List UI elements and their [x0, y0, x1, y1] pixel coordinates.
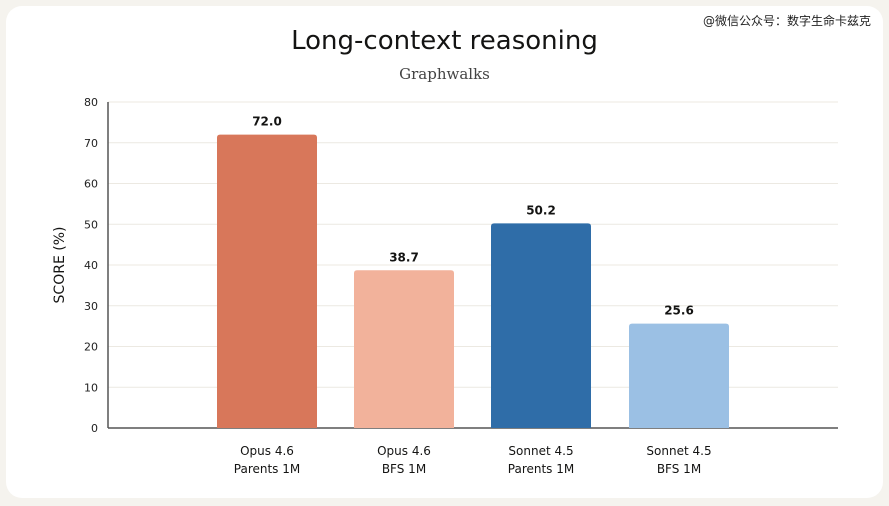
bar [491, 223, 591, 428]
y-tick-label: 50 [84, 218, 98, 231]
chart-title: Long-context reasoning [291, 26, 598, 56]
x-tick-label: BFS 1M [382, 462, 426, 476]
x-tick-label: Sonnet 4.5 [646, 444, 711, 458]
y-tick-label: 70 [84, 137, 98, 150]
y-tick-label: 80 [84, 96, 98, 109]
chart-subtitle: Graphwalks [399, 65, 490, 83]
y-tick-label: 20 [84, 341, 98, 354]
x-tick-label: Opus 4.6 [377, 444, 431, 458]
y-tick-label: 0 [91, 422, 98, 435]
y-tick-label: 40 [84, 259, 98, 272]
x-tick-label: Opus 4.6 [240, 444, 294, 458]
y-tick-label: 10 [84, 381, 98, 394]
x-tick-label: BFS 1M [657, 462, 701, 476]
data-label: 25.6 [664, 304, 694, 318]
y-tick-label: 60 [84, 178, 98, 191]
y-tick-label: 30 [84, 300, 98, 313]
watermark: @微信公众号：数字生命卡兹克 [702, 14, 871, 28]
data-label: 50.2 [526, 203, 556, 217]
bar [354, 270, 454, 428]
data-label: 38.7 [389, 250, 419, 264]
bar [629, 323, 729, 428]
x-tick-label: Parents 1M [508, 462, 574, 476]
bar [217, 134, 317, 428]
x-tick-label: Parents 1M [234, 462, 300, 476]
y-axis-label: SCORE (%) [52, 227, 68, 304]
data-label: 72.0 [252, 115, 282, 129]
x-tick-label: Sonnet 4.5 [508, 444, 573, 458]
